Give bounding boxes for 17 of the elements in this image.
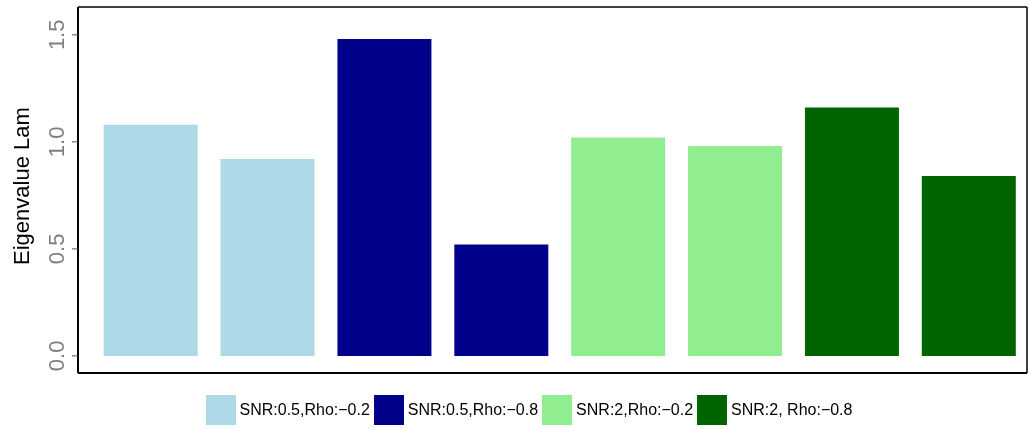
y-tick-label: 1.5 <box>44 19 69 51</box>
y-tick-label: 0.5 <box>44 233 69 265</box>
legend-label: SNR:0.5,Rho:−0.2 <box>239 401 370 419</box>
bar <box>804 107 899 356</box>
bar <box>571 137 666 356</box>
bar <box>688 146 783 356</box>
bar <box>921 176 1016 356</box>
legend-label: SNR:2, Rho:−0.8 <box>731 401 853 419</box>
y-axis-title: Eigenvalue Lam <box>8 107 34 265</box>
y-tick-label: 0.0 <box>44 340 69 372</box>
bar <box>220 158 315 356</box>
bar <box>103 124 198 356</box>
legend-label: SNR:0.5,Rho:−0.8 <box>407 401 539 419</box>
y-tick-label: 1.0 <box>44 126 69 158</box>
legend-label: SNR:2,Rho:−0.2 <box>576 401 694 419</box>
bar <box>337 39 432 356</box>
bar <box>454 244 549 356</box>
